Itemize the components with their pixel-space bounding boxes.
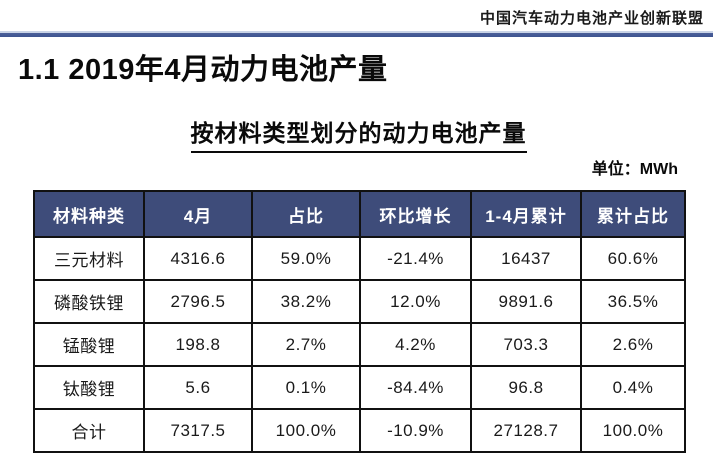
header-cell: 累计占比 [580,190,686,238]
table-cell: 100.0% [580,408,686,453]
table-cell: 0.1% [251,365,361,410]
table-cell: -84.4% [359,365,472,410]
table-cell: 36.5% [580,279,686,324]
table-cell: 16437 [470,236,582,281]
table-body: 三元材料 4316.6 59.0% -21.4% 16437 60.6% 磷酸铁锂 2796.… [33,236,686,453]
table-cell: 2.7% [251,322,361,367]
table-row: 磷酸铁锂 2796.5 38.2% 12.0% 9891.6 36.5% [33,279,686,324]
table-cell: 60.6% [580,236,686,281]
table-row: 三元材料 4316.6 59.0% -21.4% 16437 60.6% [33,236,686,281]
header-cell: 1-4月累计 [470,190,582,238]
table-cell: 9891.6 [470,279,582,324]
alliance-name: 中国汽车动力电池产业创新联盟 [479,10,704,27]
header-cell: 环比增长 [359,190,472,238]
table-row: 钛酸锂 5.6 0.1% -84.4% 96.8 0.4% [33,365,686,410]
table-cell: 5.6 [143,365,253,410]
table-cell: 2796.5 [143,279,253,324]
table-cell: 59.0% [251,236,361,281]
table-cell: 合计 [33,408,145,453]
table-row: 锰酸锂 198.8 2.7% 4.2% 703.3 2.6% [33,322,686,367]
header-row: 材料种类 4月 占比 环比增长 1-4月累计 累计占比 [33,190,686,238]
header-cell: 材料种类 [33,190,145,238]
table-cell: 100.0% [251,408,361,453]
table-cell: 0.4% [580,365,686,410]
table-cell: 三元材料 [33,236,145,281]
table-title-wrap: 按材料类型划分的动力电池产量 [33,114,684,153]
table-cell: 锰酸锂 [33,322,145,367]
table-cell: 703.3 [470,322,582,367]
header-cell: 占比 [251,190,361,238]
table-cell: 4.2% [359,322,472,367]
unit-label: 单位：MWh [591,161,678,178]
table-cell: 7317.5 [143,408,253,453]
header-cell: 4月 [143,190,253,238]
table-cell: -10.9% [359,408,472,453]
table-cell: 钛酸锂 [33,365,145,410]
table-title: 按材料类型划分的动力电池产量 [190,114,527,153]
table-header: 材料种类 4月 占比 环比增长 1-4月累计 累计占比 [33,190,686,238]
table-cell: 198.8 [143,322,253,367]
table-row: 合计 7317.5 100.0% -10.9% 27128.7 100.0% [33,408,686,453]
section-title: 1.1 2019年4月动力电池产量 [18,54,388,86]
table-cell: 2.6% [580,322,686,367]
table-cell: 38.2% [251,279,361,324]
header-divider-rule [0,31,713,37]
table-cell: 4316.6 [143,236,253,281]
table-cell: 磷酸铁锂 [33,279,145,324]
table-cell: -21.4% [359,236,472,281]
table-cell: 96.8 [470,365,582,410]
table-cell: 27128.7 [470,408,582,453]
table-cell: 12.0% [359,279,472,324]
battery-production-table: 材料种类 4月 占比 环比增长 1-4月累计 累计占比 三元材料 4316.6 59.0% -2… [33,190,686,453]
